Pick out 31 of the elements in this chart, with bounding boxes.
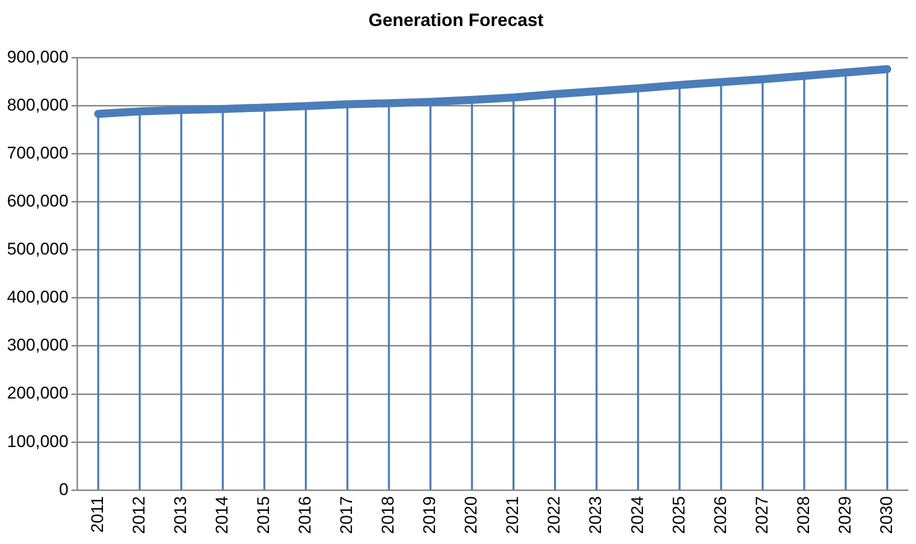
- x-tick-label: 2019: [420, 496, 440, 534]
- x-tick-label: 2020: [462, 496, 481, 534]
- x-tick-label: 2024: [628, 496, 647, 534]
- x-tick-label: 2013: [170, 496, 190, 534]
- x-tick-label: 2027: [752, 496, 772, 534]
- y-tick-label: 200,000: [7, 384, 68, 403]
- x-tick-label: 2015: [254, 496, 274, 534]
- x-tick-label: 2018: [378, 496, 398, 534]
- x-tick-label: 2012: [129, 496, 148, 534]
- y-tick-label: 600,000: [7, 191, 68, 210]
- y-tick-label: 100,000: [7, 432, 68, 451]
- x-tick-label: 2029: [835, 496, 854, 534]
- x-tick-label: 2014: [212, 496, 232, 534]
- y-tick-label: 500,000: [7, 240, 68, 259]
- y-tick-label: 700,000: [7, 143, 68, 162]
- x-tick-label: 2017: [337, 496, 356, 534]
- y-tick-label: 900,000: [7, 47, 68, 66]
- x-tick-label: 2016: [296, 496, 315, 534]
- x-tick-label: 2026: [710, 496, 730, 534]
- x-tick-label: 2025: [669, 496, 688, 534]
- y-tick-label: 800,000: [7, 95, 68, 114]
- x-tick-label: 2028: [794, 496, 813, 534]
- x-tick-label: 2030: [876, 496, 896, 534]
- y-tick-label: 400,000: [7, 288, 68, 307]
- chart-title: Generation Forecast: [368, 10, 544, 30]
- y-tick-label: 300,000: [7, 336, 68, 355]
- x-tick-label: 2022: [544, 496, 564, 534]
- x-tick-label: 2023: [586, 496, 606, 534]
- x-tick-label: 2021: [503, 496, 522, 534]
- y-tick-label: 0: [58, 480, 68, 499]
- x-tick-label: 2011: [88, 496, 107, 533]
